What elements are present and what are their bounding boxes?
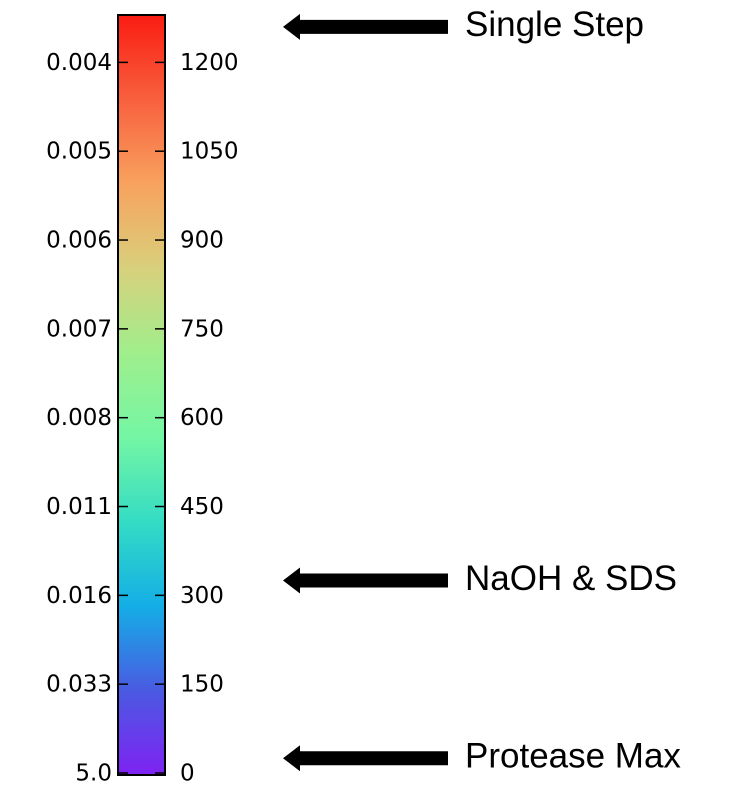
arrow <box>283 13 448 40</box>
left-tick-label: 0.011 <box>46 494 112 520</box>
right-tick-label: 1050 <box>180 139 239 165</box>
left-tick-label: 0.005 <box>46 139 112 165</box>
right-tick-label: 150 <box>180 672 224 698</box>
left-tick-label: 0.033 <box>46 672 112 698</box>
right-tick-label: 600 <box>180 405 224 431</box>
left-tick-label: 0.007 <box>46 316 112 342</box>
left-tick-label: 0.008 <box>46 405 112 431</box>
right-tick-label: 900 <box>180 228 224 254</box>
arrow <box>283 745 448 772</box>
left-tick-label: 5.0 <box>75 761 112 787</box>
annotation-label: NaOH & SDS <box>465 559 677 598</box>
colorbar <box>117 14 166 776</box>
arrow <box>283 567 448 594</box>
right-tick-label: 1200 <box>180 50 239 76</box>
annotation-label: Single Step <box>465 5 644 44</box>
left-tick-label: 0.006 <box>46 228 112 254</box>
right-tick-label: 450 <box>180 494 224 520</box>
right-tick-label: 300 <box>180 583 224 609</box>
right-tick-label: 750 <box>180 316 224 342</box>
left-tick-label: 0.004 <box>46 50 112 76</box>
right-tick-label: 0 <box>180 761 195 787</box>
annotation-label: Protease Max <box>465 736 681 775</box>
left-tick-label: 0.016 <box>46 583 112 609</box>
